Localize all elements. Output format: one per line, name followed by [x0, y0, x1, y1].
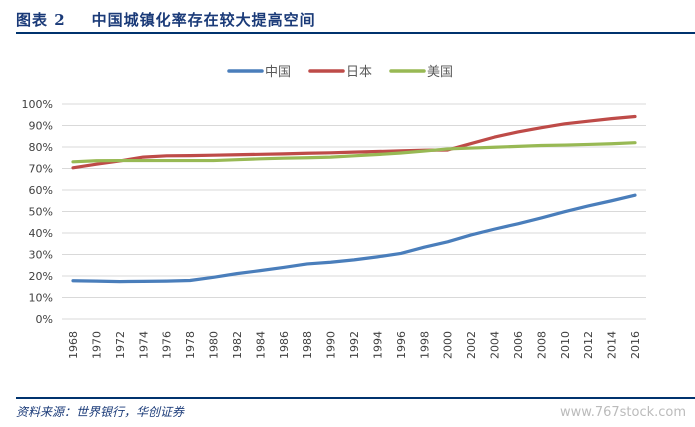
x-tick-label: 1976 — [161, 331, 174, 359]
y-tick-label: 60% — [29, 184, 53, 197]
x-tick-label: 2010 — [559, 331, 572, 359]
y-tick-label: 0% — [36, 313, 53, 326]
figure-title: 中国城镇化率存在较大提高空间 — [91, 11, 316, 29]
legend-label: 日本 — [346, 65, 372, 80]
x-tick-label: 1972 — [114, 331, 127, 359]
x-tick-label: 2000 — [442, 331, 455, 359]
y-tick-label: 50% — [29, 206, 53, 219]
y-tick-label: 30% — [29, 249, 53, 262]
x-tick-label: 1968 — [67, 331, 80, 359]
x-tick-label: 1980 — [208, 331, 221, 359]
watermark: www.767stock.com — [560, 405, 687, 420]
legend-label: 中国 — [265, 65, 291, 80]
x-tick-label: 1996 — [395, 331, 408, 359]
x-tick-label: 1992 — [348, 331, 361, 359]
x-tick-label: 1974 — [137, 331, 150, 359]
figure-label: 图表 2 — [16, 11, 66, 29]
x-tick-label: 1970 — [90, 331, 103, 359]
x-tick-label: 1988 — [301, 331, 314, 359]
x-tick-label: 2014 — [606, 331, 619, 359]
y-tick-label: 70% — [29, 163, 53, 176]
x-tick-label: 2012 — [582, 331, 595, 359]
y-tick-label: 10% — [29, 292, 53, 305]
x-tick-label: 2008 — [535, 331, 548, 359]
y-tick-label: 20% — [29, 270, 53, 283]
source-note: 资料来源：世界银行，华创证券 — [16, 405, 185, 419]
chart-title: 图表 2 中国城镇化率存在较大提高空间 — [16, 9, 316, 30]
y-tick-label: 90% — [29, 120, 53, 133]
x-tick-label: 2016 — [629, 331, 642, 359]
x-tick-label: 2004 — [489, 331, 502, 359]
y-tick-label: 100% — [22, 98, 53, 111]
x-tick-label: 1978 — [184, 331, 197, 359]
footer-rule — [16, 397, 695, 399]
x-tick-label: 1994 — [371, 331, 384, 359]
x-tick-label: 1986 — [278, 331, 291, 359]
y-tick-label: 80% — [29, 141, 53, 154]
series-line-中国 — [71, 193, 637, 284]
x-tick-label: 1998 — [418, 331, 431, 359]
y-tick-label: 40% — [29, 227, 53, 240]
x-tick-label: 1982 — [231, 331, 244, 359]
header-rule — [16, 32, 695, 34]
x-tick-label: 2006 — [512, 331, 525, 359]
x-tick-label: 2002 — [465, 331, 478, 359]
legend-label: 美国 — [427, 65, 453, 80]
x-tick-label: 1990 — [325, 331, 338, 359]
x-tick-label: 1984 — [254, 331, 267, 359]
